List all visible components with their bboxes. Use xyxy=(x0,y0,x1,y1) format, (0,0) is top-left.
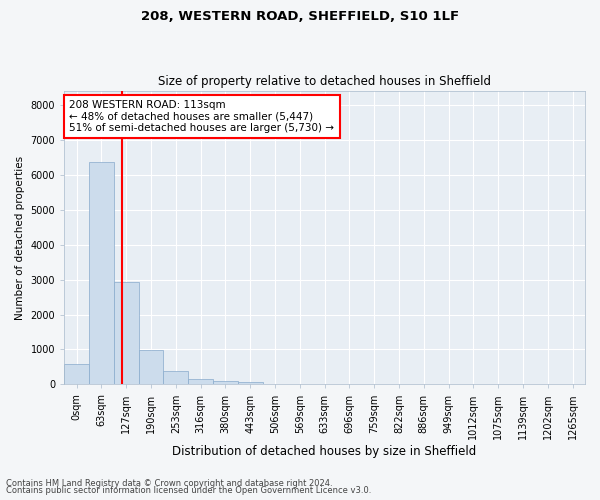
Text: 208, WESTERN ROAD, SHEFFIELD, S10 1LF: 208, WESTERN ROAD, SHEFFIELD, S10 1LF xyxy=(141,10,459,23)
Bar xyxy=(89,162,114,384)
Text: Contains HM Land Registry data © Crown copyright and database right 2024.: Contains HM Land Registry data © Crown c… xyxy=(6,478,332,488)
Bar xyxy=(114,282,139,384)
X-axis label: Distribution of detached houses by size in Sheffield: Distribution of detached houses by size … xyxy=(172,444,477,458)
Bar xyxy=(188,378,213,384)
Title: Size of property relative to detached houses in Sheffield: Size of property relative to detached ho… xyxy=(158,76,491,88)
Bar xyxy=(163,372,188,384)
Text: Contains public sector information licensed under the Open Government Licence v3: Contains public sector information licen… xyxy=(6,486,371,495)
Bar xyxy=(213,381,238,384)
Bar xyxy=(238,382,263,384)
Y-axis label: Number of detached properties: Number of detached properties xyxy=(15,156,25,320)
Bar xyxy=(139,350,163,384)
Bar xyxy=(64,364,89,384)
Text: 208 WESTERN ROAD: 113sqm
← 48% of detached houses are smaller (5,447)
51% of sem: 208 WESTERN ROAD: 113sqm ← 48% of detach… xyxy=(70,100,334,133)
